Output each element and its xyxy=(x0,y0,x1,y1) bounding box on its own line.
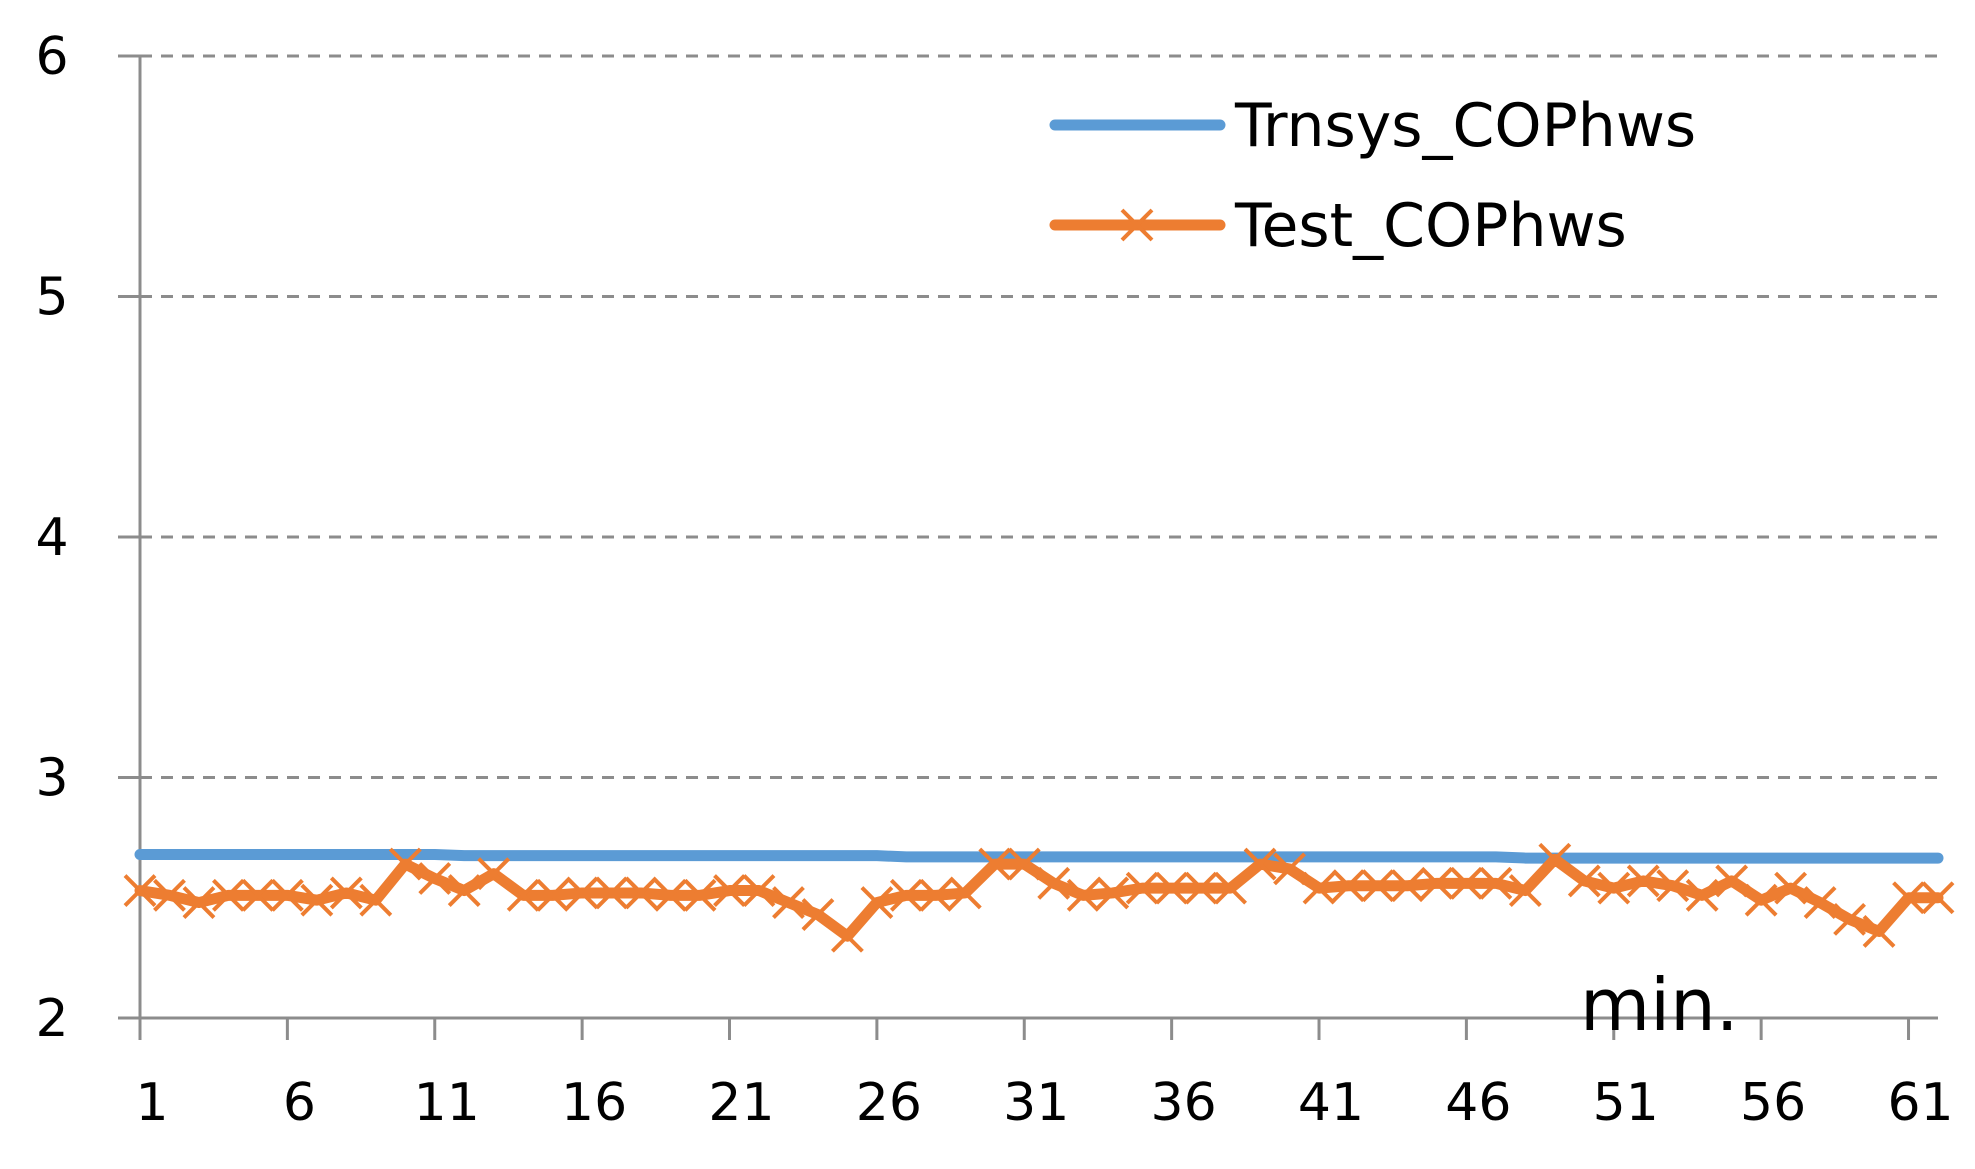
point-test-cophws-51 xyxy=(1597,871,1631,905)
point-test-cophws-62 xyxy=(1921,881,1955,915)
x-tick-label-26: 26 xyxy=(856,1073,922,1133)
point-test-cophws-29 xyxy=(948,876,982,910)
point-test-cophws-8 xyxy=(329,876,363,910)
point-test-cophws-6 xyxy=(270,878,304,912)
point-test-cophws-49 xyxy=(1538,842,1572,876)
point-test-cophws-55 xyxy=(1715,864,1749,898)
point-test-cophws-41 xyxy=(1302,871,1336,905)
point-test-cophws-30 xyxy=(978,847,1012,881)
point-test-cophws-21 xyxy=(713,874,746,907)
gridlines xyxy=(140,54,1938,779)
point-test-cophws-33 xyxy=(1066,878,1100,912)
point-test-cophws-43 xyxy=(1361,869,1395,903)
legend: Trnsys_COPhws Test_COPhws xyxy=(1049,91,1696,261)
legend-label-test-cophws: Test_COPhws xyxy=(1234,191,1627,261)
point-test-cophws-50 xyxy=(1567,864,1601,898)
legend-entry-test-cophws: Test_COPhws xyxy=(1049,191,1627,261)
point-test-cophws-37 xyxy=(1184,871,1218,905)
point-test-cophws-44 xyxy=(1391,869,1424,903)
point-test-cophws-58 xyxy=(1803,886,1837,919)
point-test-cophws-18 xyxy=(624,876,658,910)
point-test-cophws-5 xyxy=(241,878,275,912)
point-test-cophws-42 xyxy=(1332,869,1365,903)
series-trnsys-cophws xyxy=(134,848,1944,864)
point-test-cophws-26 xyxy=(860,886,894,919)
point-test-cophws-24 xyxy=(801,898,835,931)
point-test-cophws-36 xyxy=(1155,871,1189,905)
point-test-cophws-46 xyxy=(1449,866,1483,900)
point-test-cophws-54 xyxy=(1685,878,1719,912)
x-tick-label-56: 56 xyxy=(1740,1073,1806,1133)
point-test-cophws-17 xyxy=(595,876,629,910)
point-test-cophws-23 xyxy=(772,886,805,919)
point-test-cophws-52 xyxy=(1626,864,1660,898)
legend-entry-trnsys-cophws: Trnsys_COPhws xyxy=(1049,91,1696,161)
y-tick-label-4: 4 xyxy=(35,508,68,568)
point-test-cophws-20 xyxy=(683,878,717,912)
point-test-cophws-1 xyxy=(123,874,157,907)
point-test-cophws-31 xyxy=(1007,847,1041,881)
x-tick-label-21: 21 xyxy=(708,1073,774,1133)
x-tick-label-61: 61 xyxy=(1887,1073,1953,1133)
point-test-cophws-14 xyxy=(506,878,540,912)
point-test-cophws-48 xyxy=(1508,874,1542,907)
series-line-trnsys-cophws xyxy=(134,848,1944,864)
point-test-cophws-15 xyxy=(536,878,570,912)
point-test-cophws-2 xyxy=(153,878,186,912)
x-axis-unit-label: min. xyxy=(1580,963,1739,1047)
x-tick-label-36: 36 xyxy=(1151,1073,1217,1133)
point-test-cophws-47 xyxy=(1479,866,1513,900)
point-test-cophws-34 xyxy=(1096,876,1130,910)
x-tick-label-1: 1 xyxy=(135,1073,168,1133)
point-test-cophws-19 xyxy=(654,878,687,912)
point-test-cophws-12 xyxy=(447,874,481,907)
x-tick-label-41: 41 xyxy=(1298,1073,1364,1133)
point-test-cophws-60 xyxy=(1862,915,1896,948)
legend-label-trnsys-cophws: Trnsys_COPhws xyxy=(1234,91,1696,161)
point-test-cophws-32 xyxy=(1037,866,1071,900)
x-tick-label-46: 46 xyxy=(1445,1073,1511,1133)
point-test-cophws-39 xyxy=(1243,847,1277,881)
point-test-cophws-56 xyxy=(1744,883,1778,917)
point-test-cophws-40 xyxy=(1273,852,1306,886)
point-test-cophws-11 xyxy=(418,862,452,895)
point-test-cophws-53 xyxy=(1656,869,1690,903)
point-test-cophws-25 xyxy=(830,919,864,953)
point-test-cophws-7 xyxy=(300,883,334,917)
point-test-cophws-10 xyxy=(388,847,422,881)
y-tick-label-5: 5 xyxy=(35,268,68,328)
point-test-cophws-45 xyxy=(1420,866,1454,900)
x-tick-label-16: 16 xyxy=(561,1073,627,1133)
series-line-test-cophws xyxy=(134,853,1944,942)
x-tick-label-51: 51 xyxy=(1593,1073,1659,1133)
point-test-cophws-22 xyxy=(742,874,776,907)
point-test-cophws-57 xyxy=(1774,871,1808,905)
point-test-cophws-28 xyxy=(919,878,953,912)
y-tick-labels: 2 3 4 5 6 xyxy=(35,27,68,1049)
y-tick-label-6: 6 xyxy=(35,27,68,87)
x-tick-labels: 1 6 11 16 21 26 31 36 41 46 51 56 61 xyxy=(135,1073,1953,1133)
point-test-cophws-16 xyxy=(565,876,599,910)
point-test-cophws-4 xyxy=(212,878,245,912)
x-tick-label-6: 6 xyxy=(283,1073,316,1133)
x-tick-label-11: 11 xyxy=(414,1073,480,1133)
point-test-cophws-13 xyxy=(477,857,511,891)
series-layer xyxy=(123,842,1955,953)
point-test-cophws-38 xyxy=(1214,871,1248,905)
legend-marker-test-cophws xyxy=(1120,208,1154,242)
point-test-cophws-35 xyxy=(1125,871,1159,905)
point-test-cophws-27 xyxy=(889,878,923,912)
point-test-cophws-59 xyxy=(1833,902,1866,936)
point-test-cophws-9 xyxy=(359,883,393,917)
point-test-cophws-3 xyxy=(182,886,216,919)
series-test-cophws xyxy=(123,842,1955,953)
point-test-cophws-61 xyxy=(1892,881,1925,915)
y-tick-label-2: 2 xyxy=(35,989,68,1049)
y-tick-label-3: 3 xyxy=(35,749,68,809)
x-tick-label-31: 31 xyxy=(1003,1073,1069,1133)
